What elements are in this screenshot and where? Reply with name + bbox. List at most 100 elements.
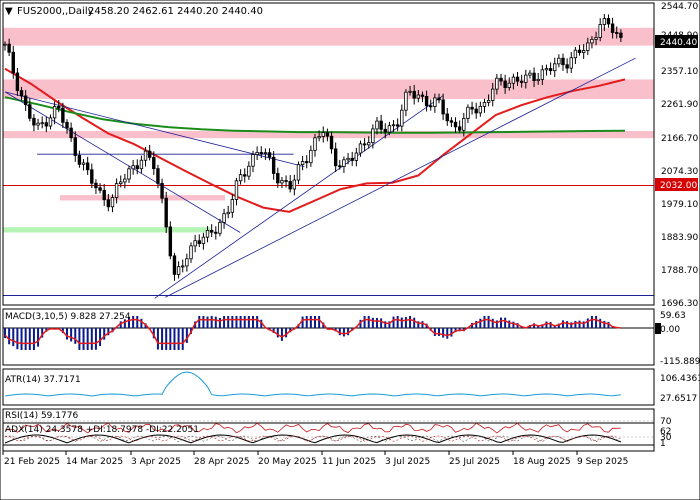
trendline xyxy=(4,91,241,233)
panel-frame xyxy=(2,2,655,306)
candle-body xyxy=(201,236,206,244)
candle-body xyxy=(441,99,445,115)
macd-histogram-bar xyxy=(442,328,445,338)
macd-histogram-bar xyxy=(16,328,19,350)
price-zone xyxy=(3,79,654,100)
macd-histogram-bar xyxy=(471,322,474,328)
price-tick: 1788.70 xyxy=(661,266,698,276)
candle-body xyxy=(391,124,396,127)
candle-body xyxy=(313,137,317,151)
macd-histogram-bar xyxy=(252,316,254,328)
macd-histogram-bar xyxy=(61,328,64,334)
macd-histogram-bar xyxy=(123,319,126,328)
candle-body xyxy=(106,199,111,208)
adx-tick: 62 xyxy=(660,427,671,437)
candle-body xyxy=(48,117,53,127)
macd-histogram-bar xyxy=(421,321,424,328)
candle-body xyxy=(3,43,7,46)
macd-histogram-bar xyxy=(566,321,569,328)
macd-histogram-bar xyxy=(74,328,77,344)
candle-body xyxy=(462,117,466,131)
macd-histogram-bar xyxy=(256,316,259,328)
atr-tick: 106.4361 xyxy=(660,374,700,384)
candle-body xyxy=(276,173,280,184)
macd-histogram-bar xyxy=(41,328,44,338)
level-price-label: 2032.00 xyxy=(660,181,697,191)
candle-body xyxy=(23,95,28,106)
candle-body xyxy=(317,136,321,139)
macd-histogram-bar xyxy=(595,316,598,328)
macd-histogram-bar xyxy=(438,328,440,336)
macd-histogram-bar xyxy=(450,328,453,337)
current-price-badge xyxy=(655,35,698,48)
candle-body xyxy=(98,187,102,191)
price-zone xyxy=(60,195,225,201)
panel-frame xyxy=(2,368,655,406)
macd-histogram-bar xyxy=(454,328,457,333)
candle-body xyxy=(371,128,375,144)
candle-body xyxy=(548,68,553,72)
candle-body xyxy=(251,154,255,167)
candle-body xyxy=(590,38,594,44)
candle-body xyxy=(412,90,416,99)
candle-body xyxy=(127,168,131,180)
adx-line xyxy=(4,434,622,444)
macd-histogram-bar xyxy=(342,328,345,337)
candle-body xyxy=(333,148,338,167)
macd-histogram-bar xyxy=(206,316,209,328)
candle-body xyxy=(57,106,61,109)
macd-histogram-bar xyxy=(557,323,560,328)
macd-histogram-bar xyxy=(413,317,416,328)
candle-body xyxy=(181,265,185,268)
candle-body xyxy=(52,106,57,119)
rsi-tick: 30 xyxy=(660,433,672,443)
macd-histogram-bar xyxy=(239,316,242,328)
candle-body xyxy=(354,152,359,161)
candle-body xyxy=(243,174,247,177)
candle-body xyxy=(507,82,511,88)
plus-di-line xyxy=(4,435,622,443)
candle-body xyxy=(61,107,65,123)
macd-histogram-bar xyxy=(32,328,35,350)
candle-body xyxy=(362,143,367,146)
candle-body xyxy=(615,32,619,34)
candle-body xyxy=(11,51,15,74)
candle-body xyxy=(557,57,561,65)
candle-body xyxy=(511,76,516,84)
candle-body xyxy=(424,96,429,107)
candle-body xyxy=(561,57,565,66)
macd-histogram-bar xyxy=(495,320,498,328)
symbol-title: FUS2000,,Daily xyxy=(17,6,94,17)
candle-body xyxy=(519,80,524,83)
macd-histogram-bar xyxy=(214,316,217,328)
date-tick: 28 Apr 2025 xyxy=(194,457,250,467)
candle-body xyxy=(94,182,98,189)
candle-body xyxy=(271,156,276,174)
candle-body xyxy=(474,108,478,114)
macd-histogram-bar xyxy=(272,328,275,334)
macd-histogram-bar xyxy=(235,316,238,328)
candle-body xyxy=(214,231,218,234)
trendline xyxy=(154,95,444,299)
candle-body xyxy=(19,90,24,97)
macd-histogram-bar xyxy=(338,328,341,336)
macd-histogram-bar xyxy=(376,318,378,328)
candle-body xyxy=(581,50,586,53)
candle-body xyxy=(119,181,123,185)
date-tick: 11 Jun 2025 xyxy=(322,457,376,467)
candle-body xyxy=(400,109,404,127)
macd-histogram-bar xyxy=(371,317,374,328)
date-tick: 25 Jul 2025 xyxy=(449,457,500,467)
candle-body xyxy=(610,23,615,33)
macd-histogram-bar xyxy=(128,317,130,328)
candle-body xyxy=(135,165,139,170)
date-tick: 3 Jul 2025 xyxy=(385,457,430,467)
macd-histogram-bar xyxy=(218,318,221,328)
macd-histogram-bar xyxy=(549,322,552,328)
candle-body xyxy=(300,161,305,166)
macd-histogram-bar xyxy=(231,316,234,328)
date-tick: 20 May 2025 xyxy=(258,457,317,467)
macd-histogram-bar xyxy=(99,328,102,347)
price-tick: 2544.70 xyxy=(661,2,698,12)
candle-body xyxy=(367,142,371,146)
